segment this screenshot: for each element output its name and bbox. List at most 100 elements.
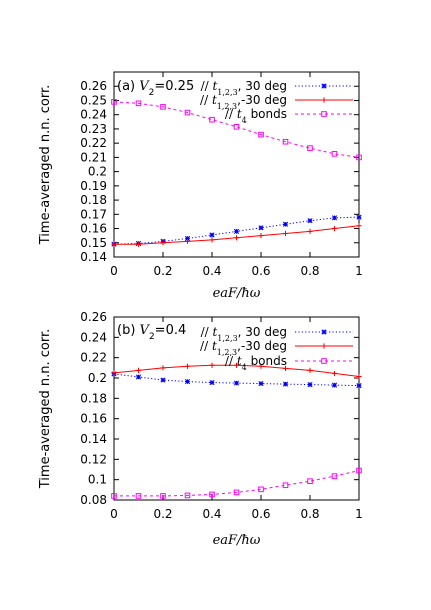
data-point: [233, 228, 240, 234]
y-tick-label: 0.14: [80, 432, 107, 446]
data-point: [356, 154, 362, 161]
data-point: [209, 232, 215, 238]
data-point: [233, 123, 240, 130]
data-point: [356, 373, 362, 380]
legend-subscript: 4: [242, 116, 247, 125]
legend-var: t: [212, 93, 217, 107]
data-point: [331, 370, 338, 377]
data-point: [331, 151, 338, 157]
legend-label: // t1,2,3, 30 deg: [201, 325, 287, 343]
series-line: [114, 225, 360, 245]
data-point: [184, 378, 191, 385]
y-tick-label: 0.18: [80, 391, 107, 405]
param-subscript: 2: [149, 332, 155, 342]
param-value: =0.25: [154, 79, 194, 94]
legend-subscript: 1,2,3: [217, 102, 237, 111]
x-tick-label: 0.4: [202, 507, 221, 521]
data-point: [356, 383, 362, 389]
panel-label: (b): [117, 323, 135, 338]
data-point: [135, 241, 142, 247]
x-tick-label: 0.8: [300, 264, 319, 278]
y-tick-label: 0.24: [80, 330, 107, 344]
data-point: [160, 104, 166, 110]
y-tick-label: 0.14: [80, 250, 107, 264]
data-point: [184, 238, 191, 244]
legend-var: t: [212, 325, 217, 339]
data-point: [307, 228, 313, 234]
data-point: [209, 116, 215, 123]
x-tick-label: 0: [110, 264, 118, 278]
legend-var: t: [212, 339, 217, 353]
data-point: [184, 492, 191, 499]
legend-subscript: 1,2,3: [217, 88, 237, 97]
x-tick-label: 0.2: [153, 507, 172, 521]
data-point: [184, 363, 191, 369]
legend-label: // t1,2,3,-30 deg: [200, 339, 287, 357]
data-point: [331, 225, 338, 232]
y-tick-label: 0.1: [88, 473, 107, 487]
data-point: [282, 221, 289, 227]
plot-frame: [113, 316, 360, 501]
data-point: [111, 370, 117, 376]
x-tick-label: 1: [355, 507, 363, 521]
data-point: [233, 489, 240, 496]
legend-subscript: 4: [242, 363, 247, 372]
data-point: [160, 240, 166, 246]
legend-suffix: ,-30 deg: [237, 93, 287, 107]
data-point: [356, 223, 362, 229]
param-symbol: V: [139, 79, 150, 94]
data-point: [356, 467, 362, 474]
y-axis-label: Time-averaged n.n. corr.: [38, 85, 53, 246]
x-tick-label: 0.4: [202, 264, 221, 278]
y-tick-label: 0.25: [80, 93, 107, 107]
data-point: [135, 367, 142, 373]
y-tick-label: 0.21: [80, 150, 107, 164]
x-axis-label-omega: ω: [250, 286, 261, 301]
data-point: [135, 374, 142, 380]
x-tick-label: 0.6: [251, 264, 270, 278]
data-point: [282, 381, 289, 387]
panel-annotation: (a) V2=0.25: [117, 79, 194, 98]
data-point: [258, 233, 264, 239]
y-tick-label: 0.08: [80, 493, 107, 507]
series-line: [113, 101, 360, 158]
y-tick-label: 0.16: [80, 222, 107, 236]
series-0: [111, 214, 362, 247]
x-tick-label: 0: [110, 507, 118, 521]
data-point: [160, 365, 166, 371]
y-tick-label: 0.17: [80, 207, 107, 221]
data-point: [160, 377, 166, 383]
param-subscript: 2: [149, 88, 155, 98]
legend-marker: [321, 329, 327, 335]
legend-suffix: ,-30 deg: [237, 339, 287, 353]
data-point: [331, 382, 338, 388]
y-tick-label: 0.26: [80, 79, 107, 93]
data-point: [307, 367, 313, 373]
param-value: =0.4: [155, 323, 187, 338]
series-line: [114, 470, 360, 497]
data-point: [356, 214, 362, 220]
data-point: [233, 235, 240, 241]
x-axis-label: eaF/ħω: [213, 533, 261, 548]
legend-prefix: //: [200, 93, 212, 107]
data-point: [111, 241, 117, 247]
data-point: [111, 99, 117, 105]
legend-prefix: //: [200, 339, 212, 353]
legend-prefix: //: [201, 325, 213, 339]
x-axis-label-main: eaF/: [213, 533, 243, 548]
data-point: [184, 235, 191, 242]
data-point: [258, 486, 264, 493]
y-tick-label: 0.22: [80, 136, 107, 150]
x-tick-label: 0.2: [153, 264, 172, 278]
data-point: [184, 109, 191, 116]
data-point: [307, 218, 313, 224]
y-tick-label: 0.16: [80, 412, 107, 426]
data-point: [135, 493, 142, 499]
series-1: [111, 362, 362, 380]
data-point: [233, 380, 240, 386]
data-point: [209, 362, 215, 368]
chart-panel-b: 0.080.10.120.140.160.180.20.220.240.260 0…: [38, 310, 363, 548]
legend-subscript: 1,2,3: [217, 334, 237, 343]
legend-label: // t4 bonds: [225, 107, 287, 125]
